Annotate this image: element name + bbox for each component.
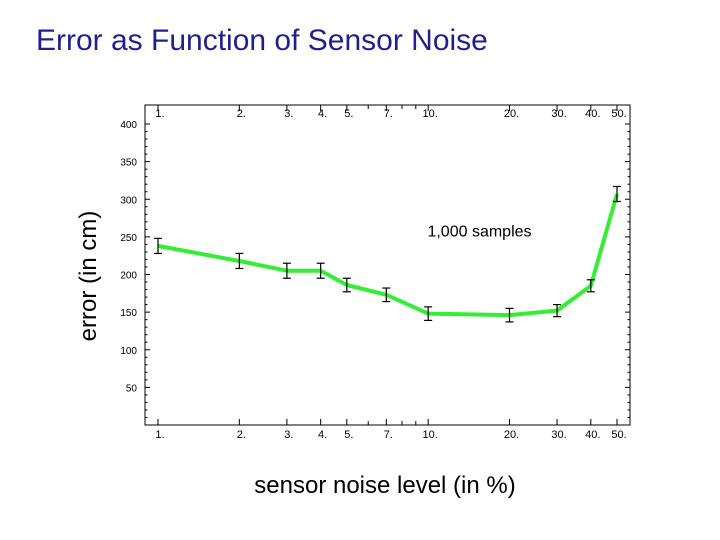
x-ticks: 1. 1. 2. 2. 3. 3. 4. 4. 5. 5. 7. 7. 10. 10. 20. 20. 30. 3…	[155, 105, 627, 441]
y-tick-label: 350	[120, 158, 137, 169]
y-tick-label: 150	[120, 308, 137, 319]
x-tick-label: 1.	[155, 429, 164, 441]
y-tick-label: 100	[120, 346, 137, 357]
x-tick-label: 10.	[423, 429, 438, 441]
x-tick-label-top: 7.	[384, 108, 393, 120]
error-bar	[235, 252, 244, 270]
x-tick-label: 40.	[585, 429, 600, 441]
x-tick-label: 20.	[504, 429, 519, 441]
x-tick-label-top: 40.	[585, 108, 600, 120]
plot-frame	[144, 104, 631, 426]
error-bar	[316, 262, 325, 279]
error-bar	[342, 277, 351, 293]
annotation-samples: 1,000 samples	[427, 224, 531, 241]
error-bar	[505, 307, 514, 323]
x-tick-label-top: 3.	[284, 108, 293, 120]
x-tick-label: 50.	[611, 429, 626, 441]
y-tick-label: 200	[120, 271, 137, 282]
x-tick-label-top: 20.	[504, 108, 519, 120]
x-tick-label: 30.	[551, 429, 566, 441]
error-bar	[586, 279, 595, 293]
y-tick-label: 400	[120, 120, 137, 131]
series-line	[157, 193, 619, 318]
error-bar	[282, 262, 291, 279]
x-tick-label: 4.	[318, 429, 327, 441]
error-bar	[613, 185, 621, 203]
data-series	[154, 185, 621, 323]
annotations: 1,000 samples	[427, 224, 531, 241]
x-tick-label: 5.	[344, 429, 353, 441]
slide-title: Error as Function of Sensor Noise	[36, 24, 488, 57]
x-tick-label-top: 30.	[551, 108, 566, 120]
x-axis-label: sensor noise level (in %)	[254, 472, 516, 499]
x-tick-label-top: 2.	[237, 108, 246, 120]
error-bar	[382, 287, 391, 303]
error-bar	[424, 306, 433, 322]
x-tick-label-top: 5.	[344, 108, 353, 120]
x-tick-label-top: 10.	[423, 108, 438, 120]
error-bar	[553, 304, 562, 318]
y-tick-label: 300	[120, 195, 137, 206]
x-tick-label: 7.	[384, 429, 393, 441]
y-tick-label: 250	[120, 233, 137, 244]
x-tick-label-top: 1.	[155, 108, 164, 120]
y-ticks: 50 100 150 200 250 300 350 400	[120, 120, 630, 426]
x-tick-label-top: 4.	[318, 108, 327, 120]
error-bar	[154, 237, 162, 255]
x-tick-label-top: 50.	[611, 108, 626, 120]
x-tick-label: 3.	[284, 429, 293, 441]
x-tick-label: 2.	[237, 429, 246, 441]
y-tick-label: 50	[126, 383, 138, 394]
